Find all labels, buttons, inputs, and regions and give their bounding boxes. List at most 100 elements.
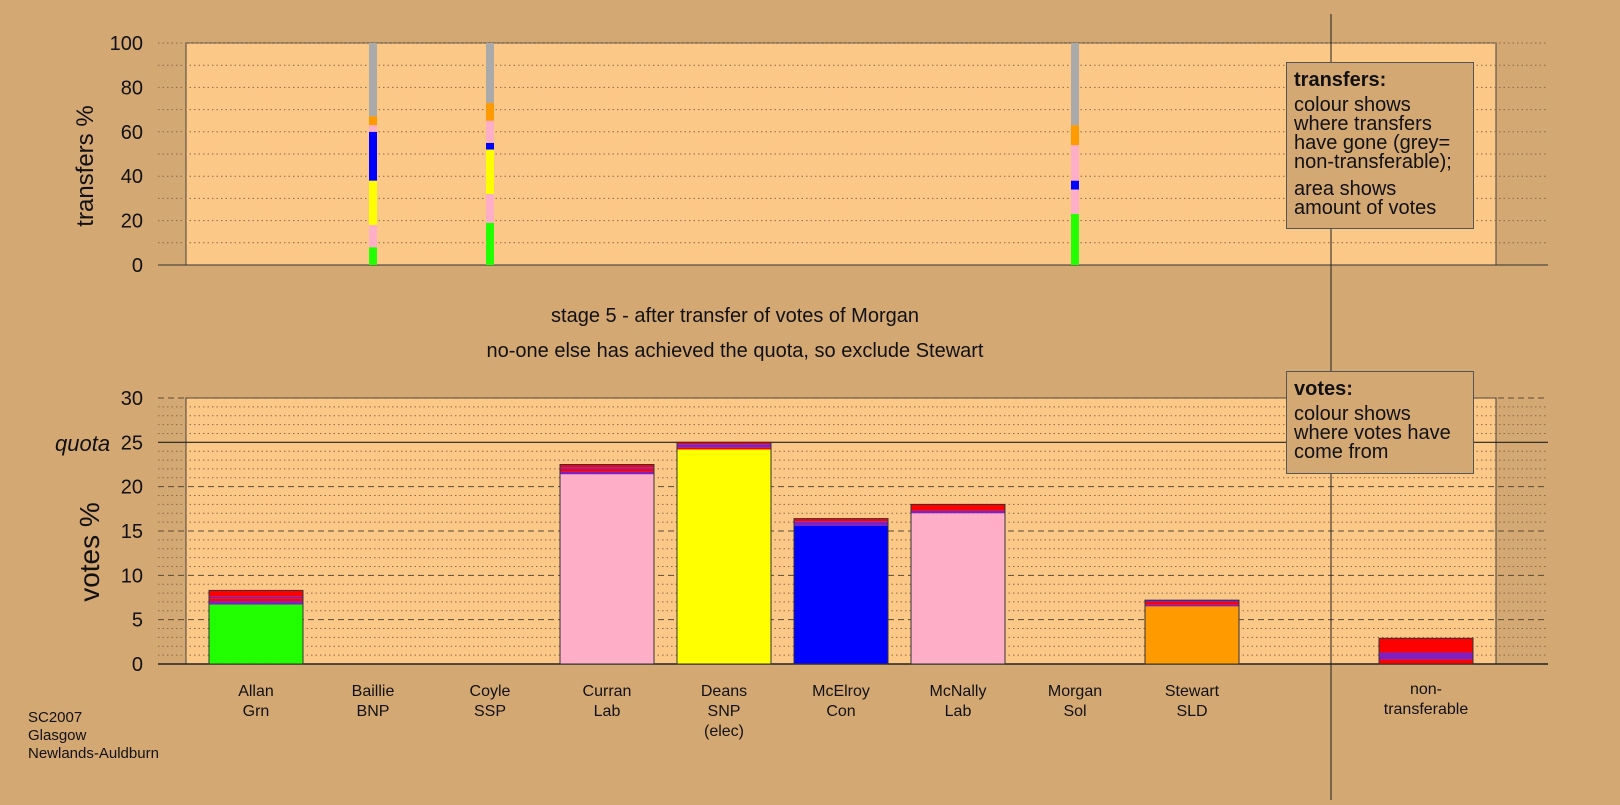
transfers-tick-label: 20 [121,211,143,233]
stage-caption-line1: stage 5 - after transfer of votes of Mor… [551,305,919,327]
source-line1: SC2007 [28,709,83,726]
vote-bar-outline [1144,599,1240,665]
votes-tick-label: 20 [121,477,143,499]
candidate-name: non- [1409,681,1443,698]
transfer-strip-segment [486,102,494,121]
candidate-label: Curran Lab [542,682,672,722]
candidate-note: (elec) [703,723,744,740]
candidate-party: BNP [356,703,390,720]
transfers-tick-label: 100 [110,33,143,55]
candidate-label: Coyle SSP [425,682,555,722]
transfers-tick-label: 80 [121,77,143,99]
candidate-name: McElroy [812,683,870,700]
candidate-party: Lab [593,703,621,720]
candidate-party: Con [826,703,856,720]
vote-bar-segment [1145,601,1239,605]
transfers-axis-label: transfers % [72,105,99,226]
votes-legend: votes: colour shows where votes have com… [1286,371,1474,474]
vote-bar-outline [208,589,304,665]
candidate-name: McNally [929,683,987,700]
candidate-name: Stewart [1164,683,1220,700]
candidate-label: Morgan Sol [1010,682,1140,722]
transfers-plot-area [185,42,1497,266]
candidate-party: SLD [1176,703,1208,720]
transfers-legend-text2: area shows amount of votes [1294,178,1437,219]
candidate-name: Curran [582,683,632,700]
candidate-party: SNP [707,703,741,720]
quota-label: quota [55,431,110,456]
vote-bar-segment [1145,606,1239,664]
votes-chart: 0 5 10 15 20 25 30 [121,388,1548,676]
vote-bar-segment [911,504,1005,511]
candidate-label: Baillie BNP [308,682,438,722]
transfer-strip-segment [369,125,377,132]
transfers-legend: transfers: colour shows where transfers … [1286,62,1474,229]
vote-bar-segment [560,464,654,468]
transfer-strip-segment [486,43,494,103]
transfer-strip-segment [369,131,377,181]
source-line3: Newlands-Auldburn [28,745,159,762]
transfer-strip-segment [486,222,494,265]
transfer-strip-segment [369,43,377,117]
transfer-strip-segment [1071,180,1079,190]
votes-tick-label: 30 [121,388,143,410]
candidate-label: Stewart SLD [1127,682,1257,722]
vote-bar-segment [1145,600,1239,602]
vote-bar-segment [209,598,303,602]
candidate-party: transferable [1383,701,1469,718]
vote-bar-segment [209,596,303,599]
candidate-name: Deans [700,683,748,700]
transfer-strip-segment [486,142,494,150]
transfers-tick-label: 60 [121,122,143,144]
votes-axis-label: votes % [74,502,105,602]
candidate-name: Morgan [1047,683,1103,700]
candidate-party: Sol [1063,703,1087,720]
votes-tick-label: 0 [132,654,143,676]
vote-bar-segment [677,449,771,664]
vote-bar-segment [209,604,303,664]
vote-bar-segment [1379,652,1473,660]
transfer-strip-segment [369,180,377,226]
transfers-legend-text1: colour shows where transfers have gone (… [1294,94,1452,173]
transfer-strip-segment [1071,213,1079,265]
transfer-strip-segment [369,116,377,126]
candidate-party: SSP [473,703,506,720]
vote-bar-outline [676,441,772,665]
vote-bar-segment [677,444,771,448]
vote-bar-segment [560,468,654,472]
vote-bar-segment [209,601,303,605]
transfers-tick-label: 0 [132,255,143,277]
vote-bar-segment [560,471,654,475]
vote-bar-segment [911,513,1005,664]
vote-bar-segment [1379,659,1473,664]
transfers-chart: 0 20 40 60 80 100 [110,33,1548,277]
vote-bar-segment [1145,604,1239,607]
transfer-strip-segment [486,193,494,223]
votes-legend-title: votes: [1294,378,1353,400]
transfers-legend-title: transfers: [1294,69,1387,91]
candidate-name: Coyle [469,683,511,700]
vote-bar-segment [677,447,771,450]
candidate-label: Allan Grn [191,682,321,722]
vote-bar-segment [209,590,303,597]
vote-bar-outline [910,503,1006,665]
candidate-label: non-transferable [1361,680,1491,720]
candidate-party: Grn [242,703,270,720]
transfer-strip-segment [486,120,494,143]
transfer-strip-segment [369,225,377,248]
transfer-strip-segment [1071,125,1079,146]
candidate-party: Lab [944,703,972,720]
transfer-strip-segment [1071,43,1079,126]
transfer-strip-segment [486,149,494,194]
stage-caption-line2: no-one else has achieved the quota, so e… [486,340,984,362]
votes-tick-label: 10 [121,565,143,587]
votes-tick-label: 25 [121,432,143,454]
transfers-tick-label: 40 [121,166,143,188]
candidate-label: McNally Lab [893,682,1023,722]
vote-bar-segment [794,525,888,664]
vote-bar-segment [794,521,888,526]
vote-bar-segment [1379,638,1473,653]
vote-bar-segment [677,442,771,445]
transfer-strip-segment [1071,145,1079,181]
